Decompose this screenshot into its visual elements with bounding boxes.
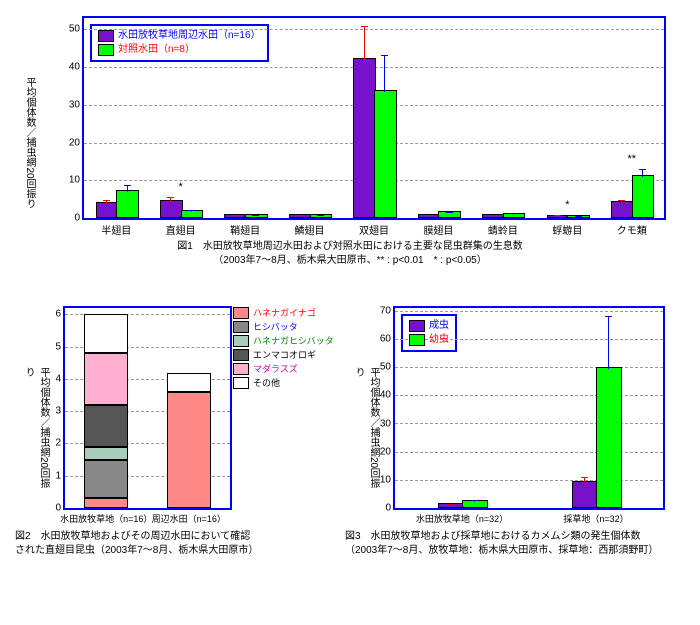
fig3-bar — [596, 367, 622, 508]
fig2-ytick: 2 — [55, 438, 61, 449]
fig2-legend-row: マダラスズ — [233, 362, 334, 376]
fig2-legend: ハネナガイナゴヒシバッタハネナガヒシバッタエンマコオロギマダラスズその他 — [233, 306, 334, 390]
fig3-legend: 成虫幼虫 — [401, 314, 457, 352]
fig1-plot-area: 水田放牧草地周辺水田（n=16）対照水田（n=8） 01020304050半翅目… — [82, 16, 666, 220]
fig1-legend-row: 水田放牧草地周辺水田（n=16） — [98, 29, 261, 43]
fig3-ylabel: 平均個体数／捕虫網20回振り — [351, 367, 381, 497]
figure-2: 平均個体数／捕虫網20回振り 0123456水田放牧草地（n=16）周辺水田（n… — [15, 302, 335, 562]
fig3-bar — [572, 481, 598, 508]
fig1-xtick: 直翅目 — [166, 222, 196, 237]
fig1-ytick: 0 — [74, 213, 80, 224]
fig3-ytick: 70 — [380, 305, 391, 316]
fig1-xtick: 蜉蝣目 — [552, 222, 582, 237]
fig3-ytick: 30 — [380, 418, 391, 429]
fig2-segment — [84, 460, 128, 499]
fig3-caption-line2: （2003年7～8月、放牧草地：栃木県大田原市、採草地：西那須野町） — [345, 544, 685, 558]
fig3-xtick: 水田放牧草地（n=32） — [416, 512, 508, 525]
fig3-ytick: 0 — [385, 503, 391, 514]
fig1-caption-line2: （2003年7～8月、栃木県大田原市、** : p<0.01 * : p<0.0… — [8, 254, 692, 268]
fig2-caption-line1: 図2 水田放牧草地およびその周辺水田において確認 — [15, 530, 335, 544]
fig1-sig-mark: * — [179, 181, 183, 193]
fig3-legend-row: 幼虫 — [409, 333, 449, 347]
fig1-bar — [374, 90, 397, 218]
fig3-ytick: 40 — [380, 390, 391, 401]
fig2-legend-row: その他 — [233, 376, 334, 390]
fig1-sig-mark: * — [565, 199, 569, 211]
fig1-ytick: 10 — [69, 175, 80, 186]
fig1-ytick: 50 — [69, 24, 80, 35]
fig1-xtick: 鞘翅目 — [230, 222, 260, 237]
fig2-ytick: 3 — [55, 406, 61, 417]
fig1-xtick: 半翅目 — [101, 222, 131, 237]
fig3-ytick: 10 — [380, 474, 391, 485]
fig2-segment — [84, 353, 128, 405]
fig1-bar — [160, 200, 183, 218]
fig2-segment — [84, 314, 128, 353]
fig3-ytick: 20 — [380, 446, 391, 457]
fig2-caption-line2: された直翅目昆虫（2003年7～8月、栃木県大田原市） — [15, 544, 335, 558]
fig1-xtick: クモ類 — [617, 222, 647, 237]
fig2-xtick: 水田放牧草地（n=16） — [60, 512, 152, 525]
fig2-legend-row: ハネナガイナゴ — [233, 306, 334, 320]
fig2-legend-row: エンマコオロギ — [233, 348, 334, 362]
fig3-plot-area: 成虫幼虫 010203040506070水田放牧草地（n=32）採草地（n=32… — [393, 306, 665, 510]
fig1-xtick: 膜翅目 — [423, 222, 453, 237]
fig2-segment — [167, 373, 211, 392]
fig1-xtick: 蜻蛉目 — [488, 222, 518, 237]
fig2-ytick: 5 — [55, 341, 61, 352]
fig1-ytick: 40 — [69, 62, 80, 73]
fig3-ytick: 50 — [380, 362, 391, 373]
fig1-bar — [353, 58, 376, 218]
fig3-legend-row: 成虫 — [409, 319, 449, 333]
fig2-legend-row: ヒシバッタ — [233, 320, 334, 334]
fig2-xtick: 周辺水田（n=16） — [152, 512, 226, 525]
fig1-xtick: 双翅目 — [359, 222, 389, 237]
fig1-bar — [116, 190, 139, 218]
fig1-sig-mark: ** — [627, 153, 636, 165]
fig3-caption: 図3 水田放牧草地および採草地におけるカメムシ類の発生個体数 （2003年7～8… — [345, 530, 685, 558]
fig1-caption-line1: 図1 水田放牧草地周辺水田および対照水田における主要な昆虫群集の生息数 — [8, 240, 692, 254]
figure-1: 平均個体数／捕虫網20回振り 水田放牧草地周辺水田（n=16）対照水田（n=8）… — [8, 8, 692, 278]
fig2-caption: 図2 水田放牧草地およびその周辺水田において確認 された直翅目昆虫（2003年7… — [15, 530, 335, 558]
fig3-caption-line1: 図3 水田放牧草地および採草地におけるカメムシ類の発生個体数 — [345, 530, 685, 544]
fig1-bar — [632, 175, 655, 218]
fig2-plot-area: 0123456水田放牧草地（n=16）周辺水田（n=16） — [63, 306, 232, 510]
fig2-ytick: 1 — [55, 470, 61, 481]
fig1-bar — [611, 201, 634, 218]
fig2-ytick: 4 — [55, 373, 61, 384]
fig2-ylabel: 平均個体数／捕虫網20回振り — [21, 367, 51, 497]
fig2-segment — [167, 392, 211, 508]
fig1-caption: 図1 水田放牧草地周辺水田および対照水田における主要な昆虫群集の生息数 （200… — [8, 240, 692, 268]
fig3-ytick: 60 — [380, 334, 391, 345]
fig1-ylabel: 平均個体数／捕虫網20回振り — [22, 77, 37, 208]
fig1-bar — [96, 202, 119, 218]
fig2-segment — [84, 498, 128, 508]
fig3-xtick: 採草地（n=32） — [563, 512, 628, 525]
fig2-segment — [84, 447, 128, 460]
fig1-ytick: 30 — [69, 99, 80, 110]
fig1-legend-row: 対照水田（n=8） — [98, 43, 261, 57]
fig2-segment — [84, 405, 128, 447]
fig1-xtick: 鱗翅目 — [295, 222, 325, 237]
fig2-ytick: 6 — [55, 309, 61, 320]
fig2-legend-row: ハネナガヒシバッタ — [233, 334, 334, 348]
figure-3: 平均個体数／捕虫網20回振り 成虫幼虫 010203040506070水田放牧草… — [345, 302, 685, 562]
fig1-ytick: 20 — [69, 137, 80, 148]
fig3-bar — [462, 500, 488, 508]
